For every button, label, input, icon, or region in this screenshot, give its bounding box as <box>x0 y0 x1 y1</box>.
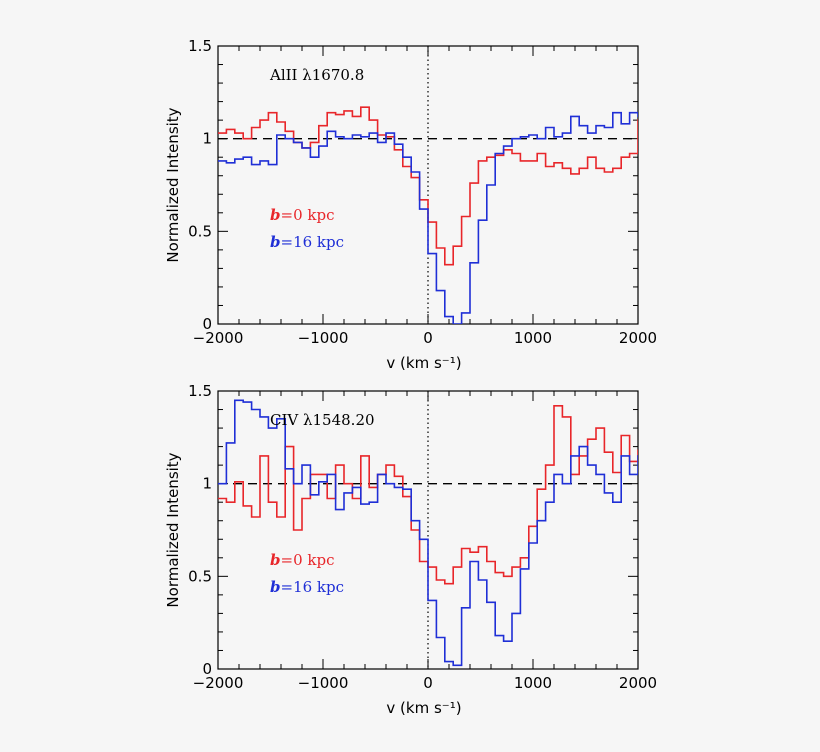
chart1-ytick-label: 0.5 <box>188 567 212 585</box>
chart0-legend-b0: b=0 kpc <box>270 206 334 224</box>
chart1-xtick-label: 2000 <box>619 674 657 692</box>
chart1-ylabel: Normalized Intensity <box>164 452 182 607</box>
chart1-ion-label: CIV λ1548.20 <box>270 411 375 429</box>
chart0-xtick-label: 2000 <box>619 329 657 347</box>
chart1-ytick-label: 0 <box>202 660 212 678</box>
top-panel: −2000 −1000 0 1000 2000 0 0.5 1 1.5 v (km s⁻¹) Nor… <box>164 37 657 372</box>
chart0-xtick-label: 0 <box>423 329 433 347</box>
bottom-panel: −2000 −1000 0 1000 2000 0 0.5 1 1.5 v (km s⁻¹) Nor… <box>164 382 657 717</box>
chart1-xlabel: v (km s⁻¹) <box>386 699 461 717</box>
chart1-xtick-label: 1000 <box>514 674 552 692</box>
chart1-xtick-label: −1000 <box>298 674 349 692</box>
chart0-ylabel: Normalized Intensity <box>164 107 182 262</box>
chart0-ion-label: AlII λ1670.8 <box>269 66 364 84</box>
chart0-xtick-label: 1000 <box>514 329 552 347</box>
chart0-ytick-label: 0.5 <box>188 222 212 240</box>
chart0-ytick-label: 1.5 <box>188 37 212 55</box>
chart0-xtick-label: −2000 <box>193 329 244 347</box>
chart1-series-b0 <box>218 405 638 585</box>
chart0-ytick-label: 1 <box>202 130 212 148</box>
chart1-xtick-label: 0 <box>423 674 433 692</box>
chart1-xtick-label: −2000 <box>193 674 244 692</box>
chart1-ytick-label: 1.5 <box>188 382 212 400</box>
chart0-ytick-label: 0 <box>202 315 212 333</box>
chart1-legend-b16: b=16 kpc <box>270 578 344 596</box>
chart1-series-b16 <box>218 399 638 667</box>
chart0-legend-b16: b=16 kpc <box>270 233 344 251</box>
chart0-series-b16 <box>218 111 638 324</box>
chart1-ytick-label: 1 <box>202 475 212 493</box>
chart0-xtick-label: −1000 <box>298 329 349 347</box>
chart0-xlabel: v (km s⁻¹) <box>386 354 461 372</box>
chart1-legend-b0: b=0 kpc <box>270 551 334 569</box>
